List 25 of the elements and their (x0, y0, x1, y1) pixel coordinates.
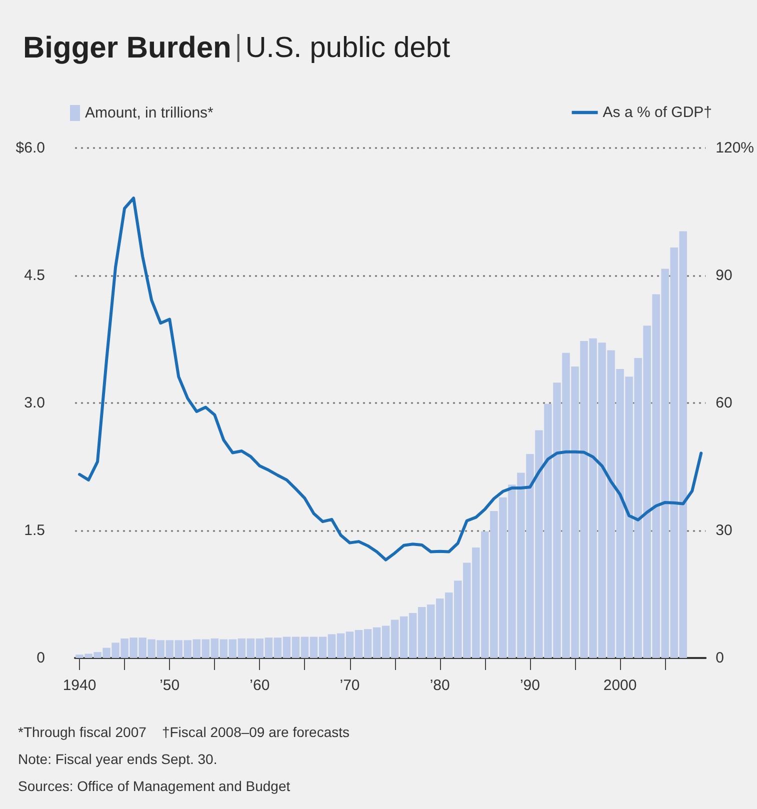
source-note: Sources: Office of Management and Budget (18, 778, 290, 794)
y-tick-label: 3.0 (24, 394, 45, 412)
y2-tick-label: 120% (716, 140, 754, 156)
text: *Through fiscal 2007 †Fiscal 2008–09 are forecasts (18, 724, 350, 740)
line-series (78, 196, 703, 562)
chart-subtitle: U.S. public debt (245, 32, 450, 64)
y-tick-label: 1.5 (24, 522, 45, 539)
y-tick-label: $6.0 (16, 140, 45, 156)
y2-tick-label: 0 (716, 650, 724, 666)
x-tick-label: ’60 (250, 677, 270, 694)
legend-label: Amount, in trillions* (85, 104, 214, 122)
y2-tick-label: 60 (716, 394, 732, 412)
y-tick-label: 0 (36, 650, 45, 666)
x-tick-label: ’70 (340, 677, 360, 694)
y2-tick-label: 30 (716, 522, 732, 539)
y-tick-label: 4.5 (24, 267, 45, 284)
text: Note: Fiscal year ends Sept. 30. (18, 751, 218, 767)
chart-title: Bigger Burden (23, 32, 232, 64)
x-tick-label: 2000 (603, 677, 637, 694)
x-tick-label: ’50 (160, 677, 180, 694)
x-tick-label: ’80 (430, 677, 450, 694)
legend-label: As a % of GDP† (602, 104, 712, 121)
x-tick-label: 1940 (62, 677, 96, 694)
y2-tick-label: 90 (716, 267, 732, 284)
x-tick-label: ’90 (520, 677, 540, 694)
